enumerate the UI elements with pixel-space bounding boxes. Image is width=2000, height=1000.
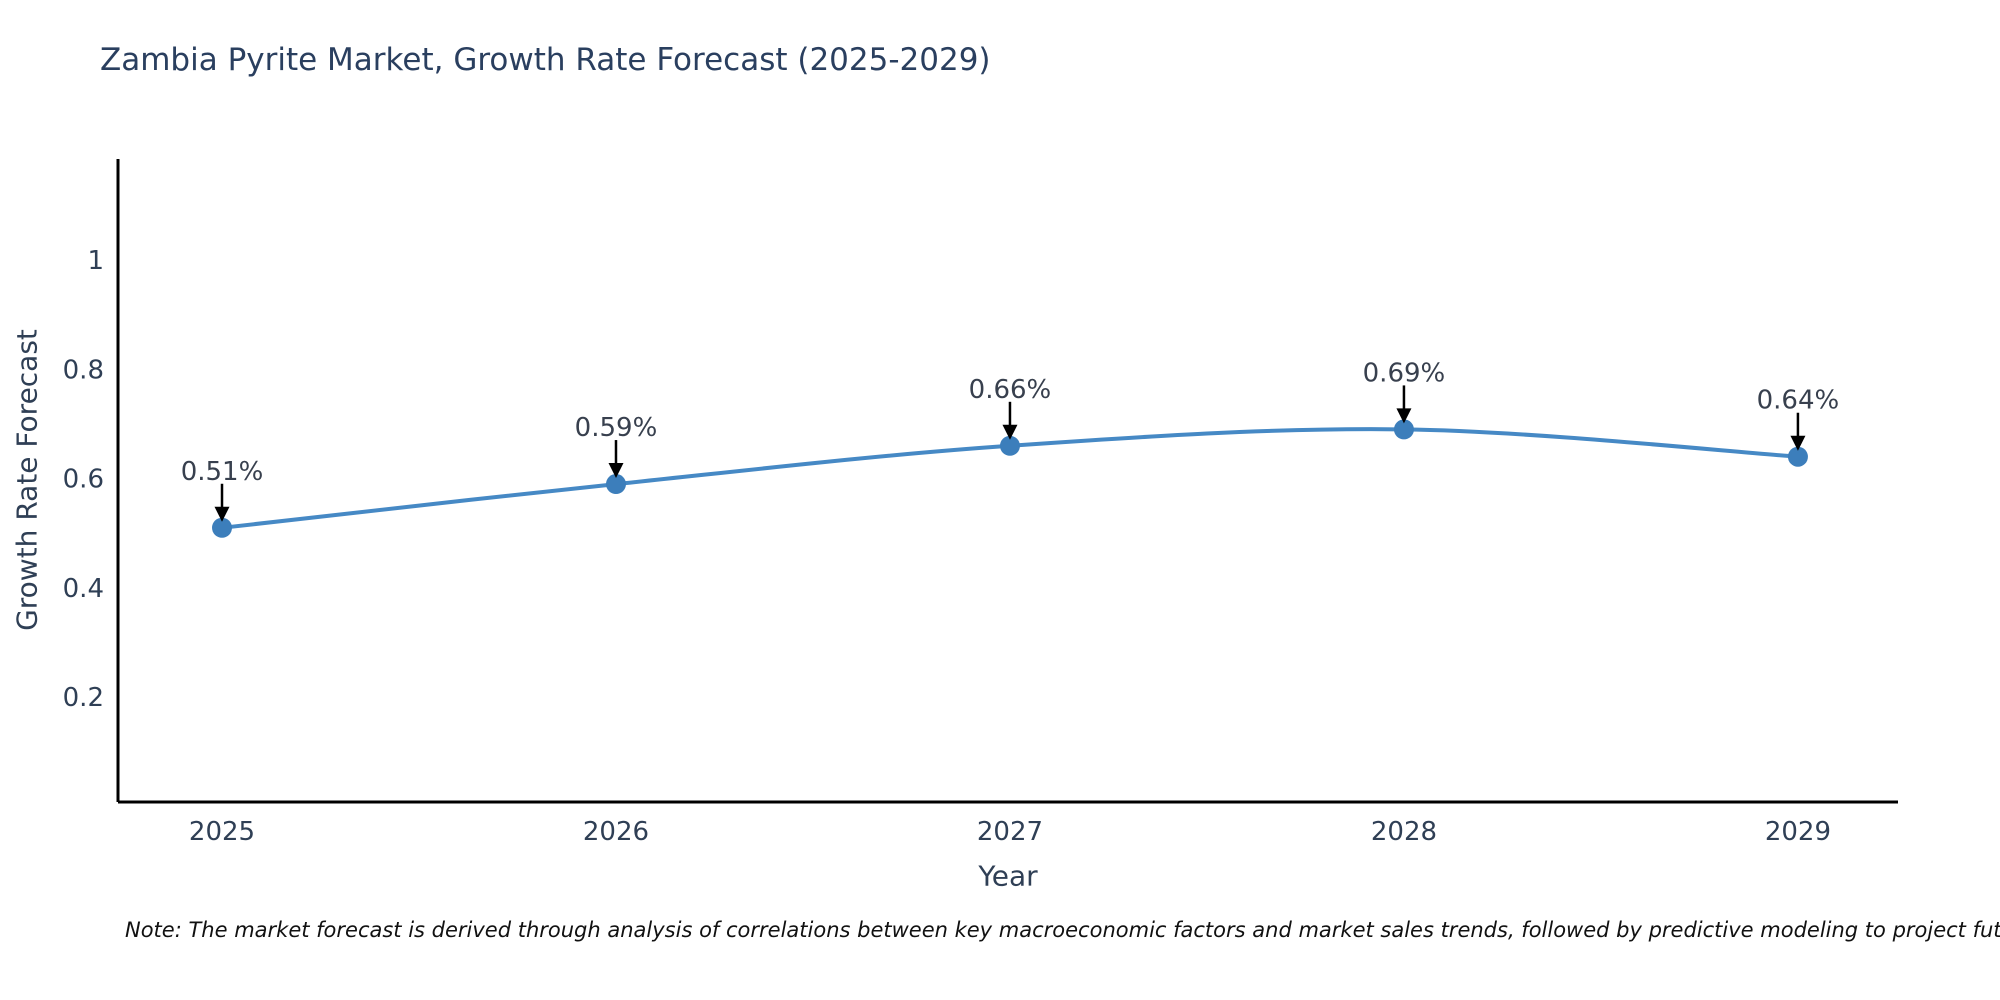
chart-title: Zambia Pyrite Market, Growth Rate Foreca… — [100, 42, 991, 78]
x-tick-label: 2027 — [977, 817, 1043, 847]
x-axis-title: Year — [978, 859, 1038, 893]
annotation-label: 0.69% — [1363, 358, 1446, 388]
y-tick-label: 0.8 — [63, 355, 104, 385]
y-tick-label: 0.2 — [63, 683, 104, 713]
footnote: Note: The market forecast is derived thr… — [125, 918, 2000, 942]
data-point-2029 — [1787, 446, 1808, 467]
x-tick-label: 2029 — [1765, 817, 1831, 847]
annotation-arrowhead-icon — [1790, 435, 1806, 451]
annotation-label: 0.59% — [575, 413, 658, 443]
annotation-label: 0.51% — [181, 457, 264, 487]
data-point-2028 — [1393, 419, 1414, 440]
y-axis-title: Growth Rate Forecast — [10, 329, 44, 631]
annotation-arrowhead-icon — [608, 463, 624, 479]
y-tick-label: 0.4 — [63, 574, 104, 604]
x-tick-label: 2028 — [1371, 817, 1437, 847]
data-point-2026 — [605, 474, 626, 495]
y-tick-label: 1 — [87, 246, 104, 276]
annotation-arrowhead-icon — [1002, 424, 1018, 440]
annotation-label: 0.66% — [969, 375, 1052, 405]
data-point-2025 — [212, 517, 233, 538]
y-tick-label: 0.6 — [63, 465, 104, 495]
data-point-2027 — [999, 435, 1020, 456]
annotation-label: 0.64% — [1757, 386, 1840, 416]
x-tick-label: 2025 — [189, 817, 255, 847]
annotation-arrowhead-icon — [1396, 408, 1412, 424]
annotation-arrowhead-icon — [214, 506, 230, 522]
x-tick-label: 2026 — [583, 817, 649, 847]
